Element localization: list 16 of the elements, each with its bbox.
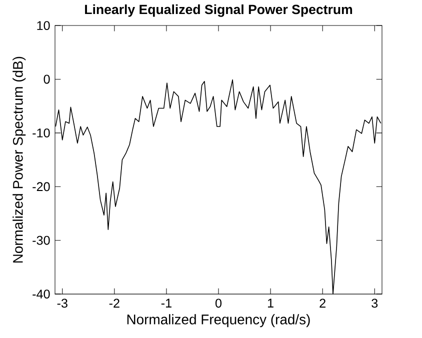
x-tick-label: 0 xyxy=(215,298,222,308)
x-tick-label: 1 xyxy=(268,298,274,308)
x-tick-label: 2 xyxy=(320,298,326,308)
y-axis-title: Normalized Power Spectrum (dB) xyxy=(12,56,26,262)
y-tick-label: -30 xyxy=(32,236,50,245)
chart-title: Linearly Equalized Signal Power Spectrum xyxy=(85,4,352,17)
y-tick-label: -20 xyxy=(32,182,50,192)
y-tick-label: 10 xyxy=(37,21,50,30)
x-axis-title: Normalized Frequency (rad/s) xyxy=(127,314,310,328)
y-tick-label: -40 xyxy=(32,290,50,298)
y-tick-label: -10 xyxy=(32,128,50,138)
y-tick-label: 0 xyxy=(44,74,50,84)
x-tick-label: -3 xyxy=(57,298,68,308)
x-tick-label: -1 xyxy=(161,298,172,308)
x-tick-label: 3 xyxy=(372,298,378,308)
x-tick-label: -2 xyxy=(109,298,120,308)
